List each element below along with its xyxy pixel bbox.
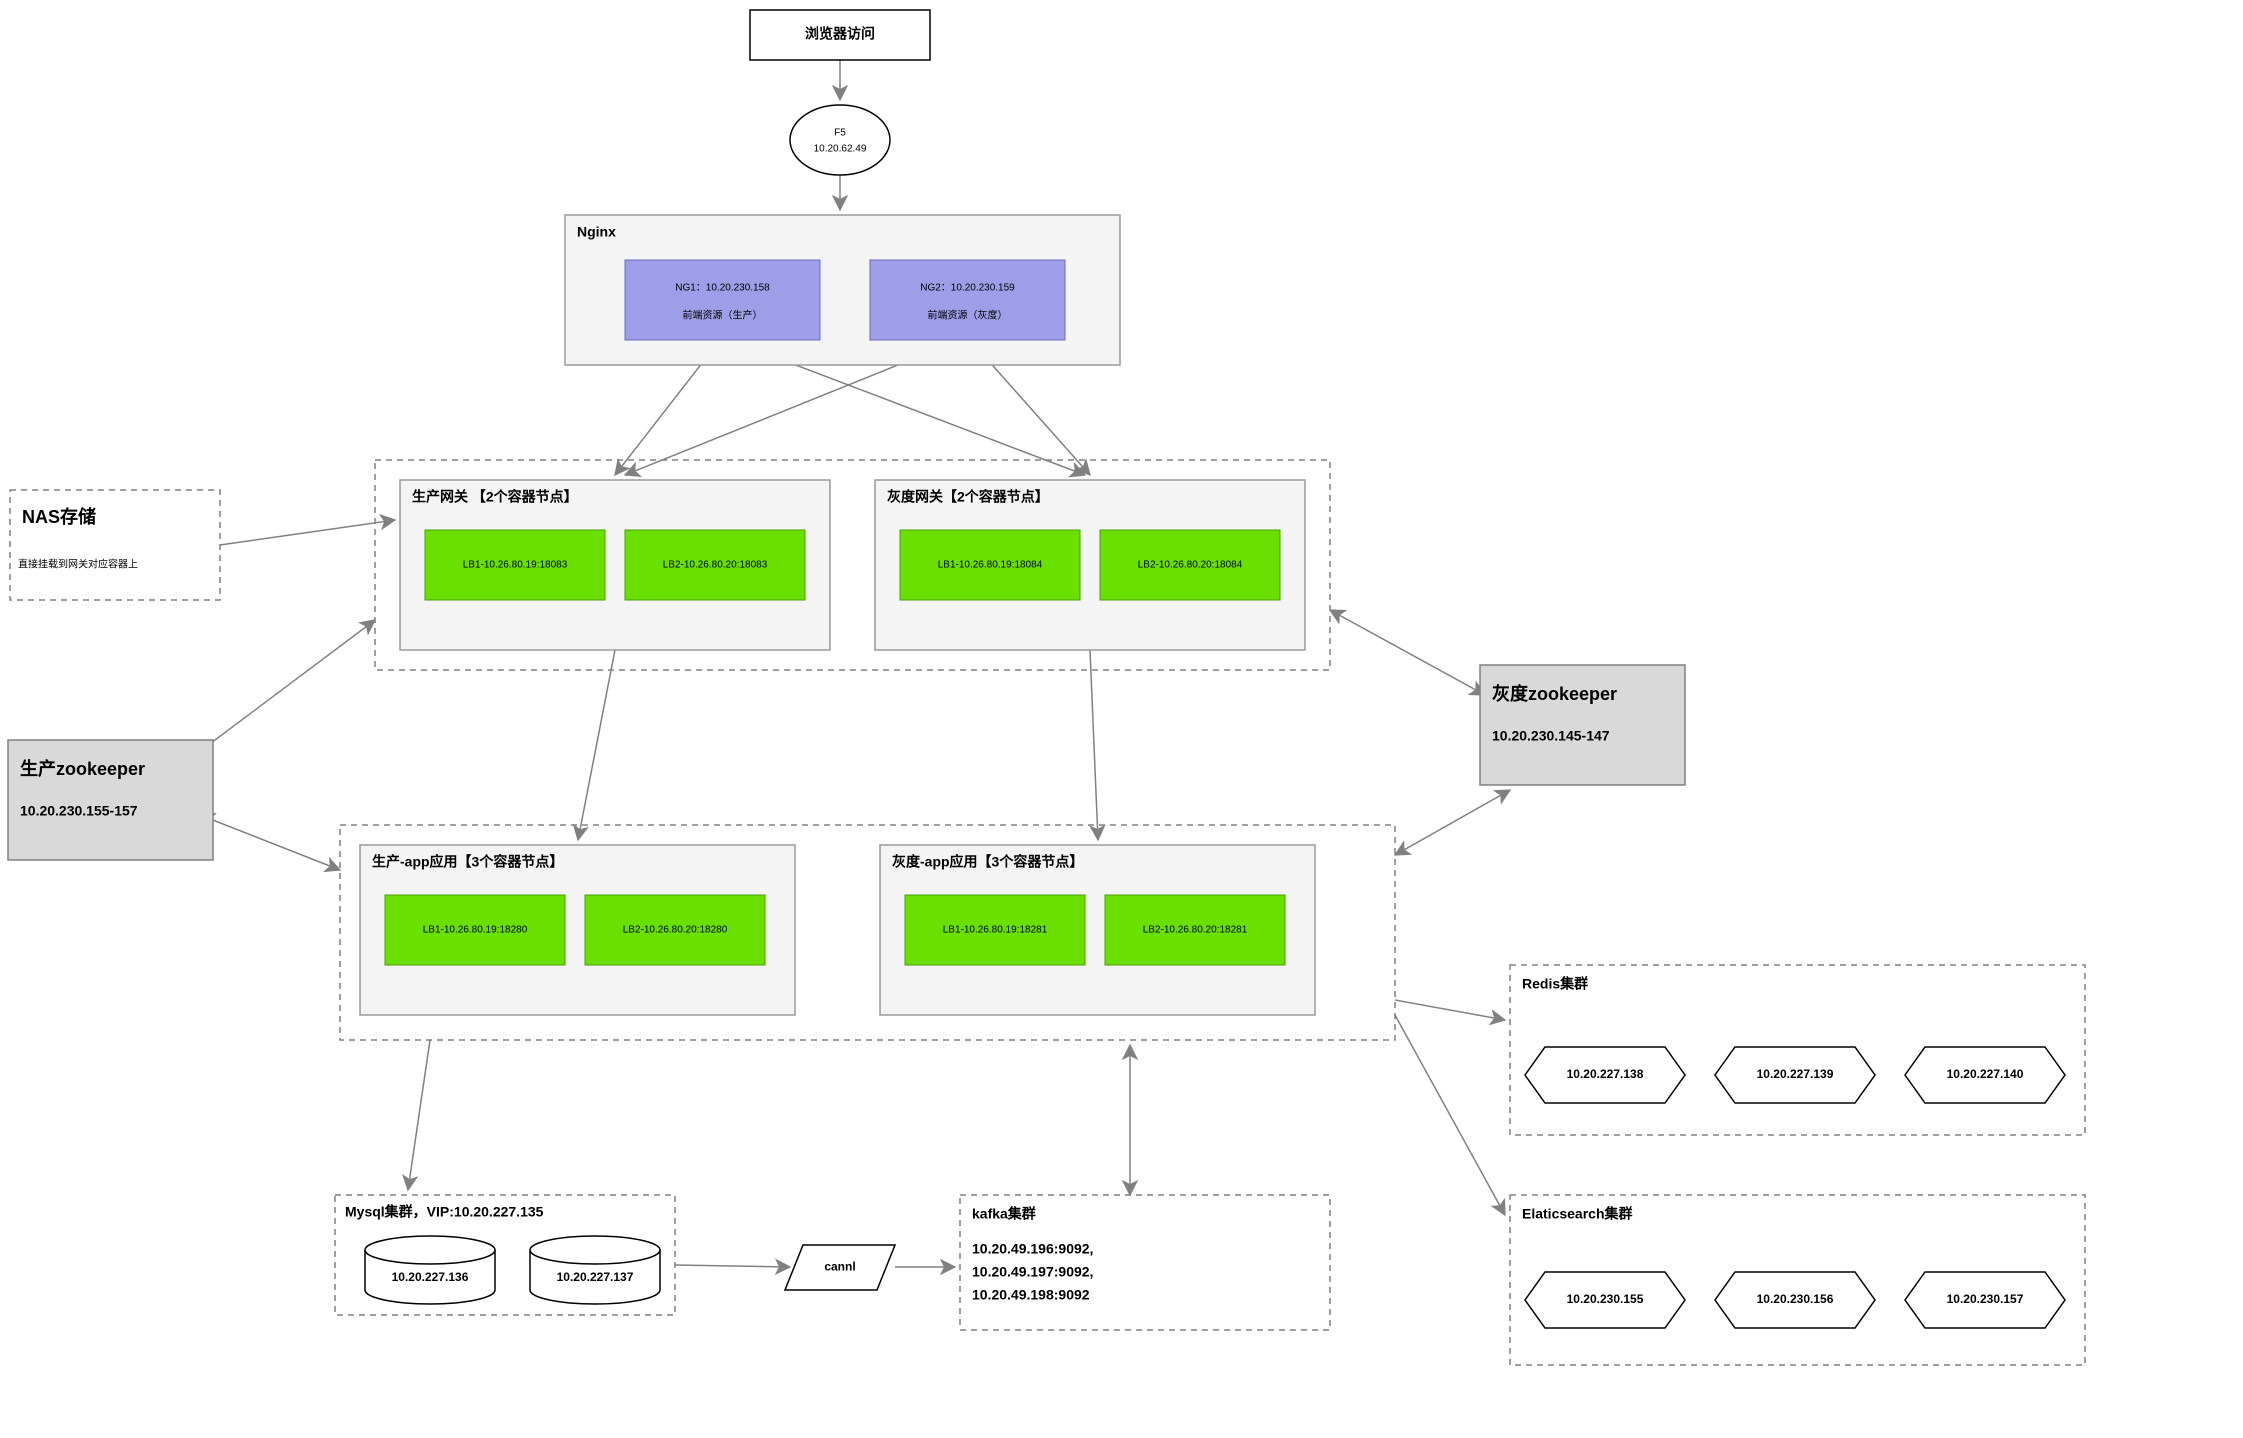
text-node: 10.20.227.137	[557, 1270, 634, 1284]
text-node: NG1：10.20.230.158	[675, 283, 770, 294]
text-node: Mysql集群，VIP:10.20.227.135	[345, 1204, 544, 1220]
text-node: 生产-app应用【3个容器节点】	[372, 854, 563, 870]
text-node: 生产网关 【2个容器节点】	[412, 489, 578, 505]
ellipse-node	[530, 1236, 660, 1264]
appdash-to-mysql	[408, 1040, 430, 1190]
text-node: NG2：10.20.230.159	[920, 283, 1015, 294]
text-node: 10.20.230.145-147	[1492, 728, 1610, 744]
text-node: 灰度zookeeper	[1492, 683, 1617, 704]
rect-node	[625, 260, 820, 340]
text-node: Elaticsearch集群	[1522, 1206, 1633, 1222]
text-node: Nginx	[577, 224, 616, 240]
text-node: 10.20.227.139	[1757, 1067, 1834, 1081]
appdash-to-zkgray	[1395, 790, 1510, 855]
text-node: LB2-10.26.80.20:18280	[623, 925, 728, 936]
gwgray-to-appgray	[1090, 650, 1098, 840]
ellipse-node	[790, 105, 890, 175]
text-node: 10.20.49.197:9092,	[972, 1264, 1093, 1280]
text-node: 灰度网关【2个容器节点】	[887, 489, 1049, 505]
text-node: NAS存储	[22, 506, 96, 527]
text-node: LB1-10.26.80.19:18084	[938, 560, 1043, 571]
text-node: 10.20.227.136	[392, 1270, 469, 1284]
gwprod-to-appprod	[578, 650, 615, 840]
ellipse-node	[365, 1236, 495, 1264]
text-node: 10.20.227.138	[1567, 1067, 1644, 1081]
text-node: LB1-10.26.80.19:18083	[463, 560, 568, 571]
architecture-diagram: 浏览器访问 F5 10.20.62.49 Nginx NG1：10.20.230.158…	[0, 0, 2243, 1438]
text-node: 直接挂载到网关对应容器上	[18, 558, 138, 571]
text-node: 前端资源（生产）	[683, 309, 763, 322]
text-node: 10.20.230.157	[1947, 1292, 2024, 1306]
text-node: LB1-10.26.80.19:18280	[423, 925, 528, 936]
text-node: kafka集群	[972, 1206, 1036, 1222]
text-node: LB1-10.26.80.19:18281	[943, 925, 1048, 936]
text-node: 10.20.230.156	[1757, 1292, 1834, 1306]
text-node: 灰度-app应用【3个容器节点】	[892, 854, 1083, 870]
text-node: 10.20.230.155	[1567, 1292, 1644, 1306]
gwdash-to-zkgray	[1330, 610, 1485, 695]
text-node: 10.20.230.155-157	[20, 803, 138, 819]
gwdash-to-zkprod	[195, 620, 375, 755]
rect-node	[870, 260, 1065, 340]
text-node: Redis集群	[1522, 976, 1588, 992]
text-node: LB2-10.26.80.20:18083	[663, 560, 768, 571]
text-node: 10.20.49.198:9092	[972, 1287, 1090, 1303]
mysql-to-cannl	[675, 1265, 790, 1267]
text-node: 10.20.62.49	[814, 144, 867, 155]
text-node: 10.20.49.196:9092,	[972, 1241, 1093, 1257]
text-node: cannl	[824, 1260, 855, 1274]
text-node: 前端资源（灰度）	[928, 309, 1008, 322]
appdash-to-zkprod	[200, 815, 340, 870]
text-node: 10.20.227.140	[1947, 1067, 2024, 1081]
appdash-to-redis	[1395, 1000, 1505, 1020]
nas-to-gw	[220, 520, 395, 545]
text-node: 浏览器访问	[805, 26, 875, 42]
text-node: F5	[834, 128, 846, 139]
text-node: 生产zookeeper	[20, 758, 145, 779]
text-node: LB2-10.26.80.20:18084	[1138, 560, 1243, 571]
appdash-to-es	[1395, 1015, 1505, 1215]
text-node: LB2-10.26.80.20:18281	[1143, 925, 1248, 936]
